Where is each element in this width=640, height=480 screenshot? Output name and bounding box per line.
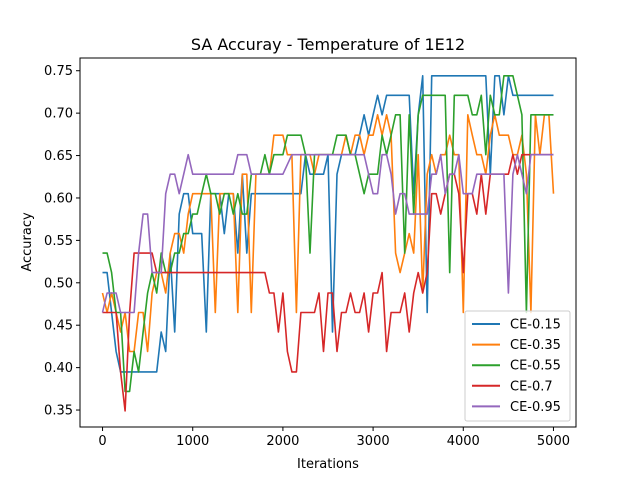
- plot-area: [79, 57, 577, 428]
- legend-entry-label: CE-0.7: [510, 379, 553, 394]
- x-tick-label: 2000: [266, 434, 299, 449]
- x-tick-label: 1000: [176, 434, 209, 449]
- x-tick-label: 0: [98, 434, 106, 449]
- x-axis-label: Iterations: [297, 457, 359, 472]
- series-line-ce-0-95: [101, 153, 554, 314]
- axes-layer: 0 1000 2000 3000 4000 5000 0.35 0.40 0.45 0.50 0.5…: [44, 64, 570, 449]
- y-tick-label: 0.55: [44, 234, 73, 249]
- y-tick-label: 0.65: [44, 149, 73, 164]
- y-tick-label: 0.60: [44, 191, 73, 206]
- legend-entry-label: CE-0.95: [510, 400, 561, 415]
- series-layer: [101, 75, 555, 412]
- y-tick-label: 0.40: [44, 361, 73, 376]
- y-tick-label: 0.35: [44, 404, 73, 419]
- x-tick-label: 5000: [537, 434, 570, 449]
- legend-entry-label: CE-0.15: [510, 318, 561, 333]
- plot-frame: [79, 57, 577, 428]
- legend: CE-0.15 CE-0.35 CE-0.55 CE-0.7 CE-0.95: [464, 310, 571, 422]
- series-line-ce-0-7: [102, 153, 554, 412]
- y-axis-label: Accuracy: [20, 212, 35, 272]
- legend-box: [464, 310, 571, 422]
- chart-title: SA Accuray - Temperature of 1E12: [191, 35, 465, 54]
- series-line-ce-0-15: [102, 75, 554, 373]
- legend-entry-label: CE-0.35: [510, 338, 561, 353]
- x-tick-label: 3000: [357, 434, 390, 449]
- legend-entry-label: CE-0.55: [510, 359, 561, 374]
- y-tick-label: 0.75: [44, 64, 73, 79]
- y-tick-label: 0.50: [44, 276, 73, 291]
- x-tick-label: 4000: [447, 434, 480, 449]
- y-tick-label: 0.70: [44, 107, 73, 122]
- y-tick-label: 0.45: [44, 319, 73, 334]
